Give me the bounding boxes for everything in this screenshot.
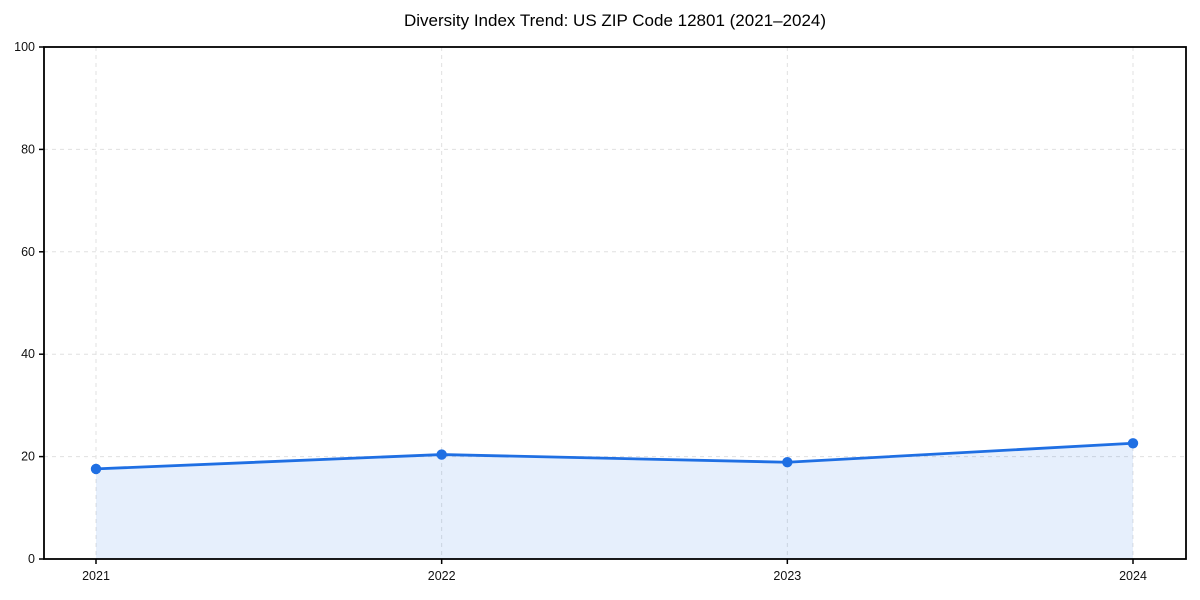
data-point-2022 bbox=[436, 449, 447, 460]
x-tick-label-2023: 2023 bbox=[773, 569, 801, 583]
data-point-2023 bbox=[782, 457, 793, 468]
y-tick-label-40: 40 bbox=[21, 347, 35, 361]
plot-border bbox=[43, 46, 1187, 560]
y-tick-label-0: 0 bbox=[28, 552, 35, 566]
x-tick-label-2024: 2024 bbox=[1119, 569, 1147, 583]
y-tick-label-80: 80 bbox=[21, 142, 35, 156]
data-point-2024 bbox=[1127, 438, 1139, 449]
y-tick-label-60: 60 bbox=[21, 245, 35, 259]
y-tick-label-20: 20 bbox=[21, 450, 35, 464]
x-tick-label-2021: 2021 bbox=[82, 569, 110, 583]
y-tick-label-100: 100 bbox=[14, 40, 35, 54]
trend-line bbox=[94, 441, 1135, 471]
area-fill bbox=[96, 443, 1133, 559]
x-tick-label-2022: 2022 bbox=[428, 569, 456, 583]
chart-title: Diversity Index Trend: US ZIP Code 12801… bbox=[403, 11, 827, 30]
data-point-2021 bbox=[90, 463, 102, 475]
